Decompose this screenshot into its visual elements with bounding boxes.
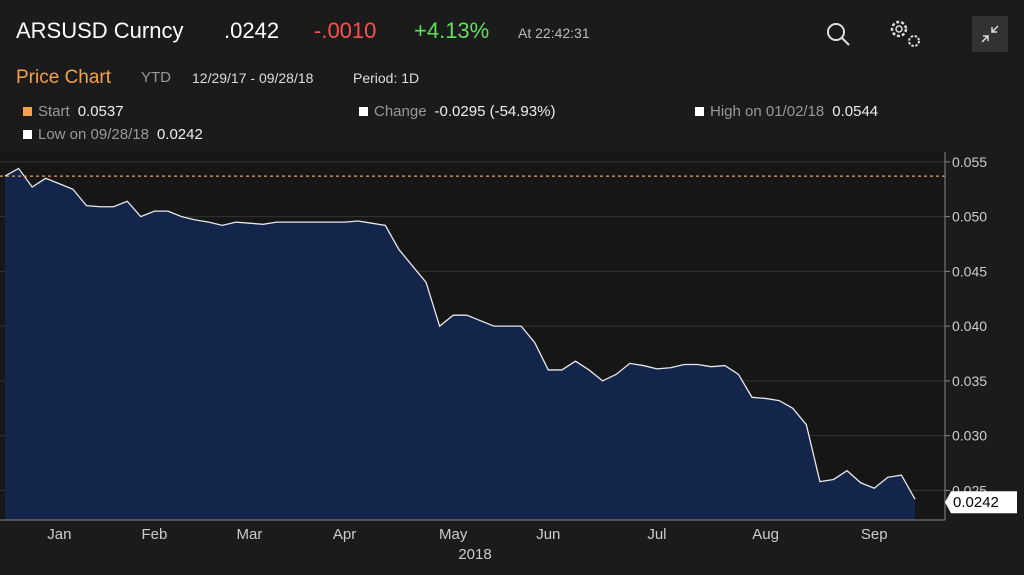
- price-change: -.0010: [314, 18, 377, 43]
- range-mode[interactable]: YTD: [141, 69, 171, 86]
- low-info: Low on 09/28/18 0.0242: [23, 126, 203, 143]
- x-tick-label: Jan: [47, 526, 71, 543]
- legend-swatch: [695, 107, 704, 116]
- y-tick-label: 0.055: [952, 154, 987, 170]
- symbol: ARSUSD Curncy: [16, 18, 184, 43]
- y-tick-label: 0.035: [952, 373, 987, 389]
- change-info: Change -0.0295 (-54.93%): [359, 103, 555, 120]
- legend-swatch: [23, 107, 32, 116]
- date-range: 12/29/17 - 09/28/18: [192, 70, 314, 86]
- last-price: .0242: [224, 18, 280, 43]
- y-tick-label: 0.050: [952, 209, 987, 225]
- line: [4, 167, 916, 500]
- x-axis-label: 2018: [458, 546, 491, 563]
- legend-swatch: [23, 130, 32, 139]
- y-tick-label: 0.045: [952, 263, 987, 279]
- value: 0.0544: [832, 103, 879, 120]
- x-tick-label: Feb: [141, 526, 167, 543]
- value: -0.0295 (-54.93%): [434, 103, 556, 120]
- y-tick-label: 0.030: [952, 428, 987, 444]
- x-tick-label: May: [439, 526, 468, 543]
- label: Start: [38, 103, 70, 120]
- value: 0.0242: [156, 126, 203, 143]
- y-tick-label: 0.040: [952, 318, 987, 334]
- settings-button[interactable]: [886, 16, 926, 50]
- last-value-tag: [945, 491, 1017, 514]
- legend-swatch: [359, 107, 368, 116]
- label: Low on 09/28/18: [38, 126, 149, 143]
- area: [5, 168, 915, 520]
- start-info: Start 0.0537: [23, 103, 124, 120]
- search-button[interactable]: [824, 20, 852, 48]
- label: High on 01/02/18: [710, 103, 825, 120]
- x-tick-label: Sep: [861, 526, 888, 543]
- chart-title: Price Chart: [16, 67, 112, 88]
- x-tick-label: Mar: [237, 526, 263, 543]
- x-tick-label: Jul: [647, 526, 666, 543]
- x-tick-label: Apr: [333, 526, 356, 543]
- x-tick-label: Aug: [752, 526, 779, 543]
- last-value-label: 0.0242: [953, 494, 999, 511]
- timestamp: At 22:42:31: [518, 25, 590, 41]
- high-info: High on 01/02/18 0.0544: [695, 103, 878, 120]
- collapse-button[interactable]: [972, 16, 1008, 52]
- period: Period: 1D: [353, 70, 420, 86]
- label: Change: [374, 103, 427, 120]
- percent-change: +4.13%: [414, 18, 490, 43]
- x-tick-label: Jun: [536, 526, 560, 543]
- value: 0.0537: [77, 103, 124, 120]
